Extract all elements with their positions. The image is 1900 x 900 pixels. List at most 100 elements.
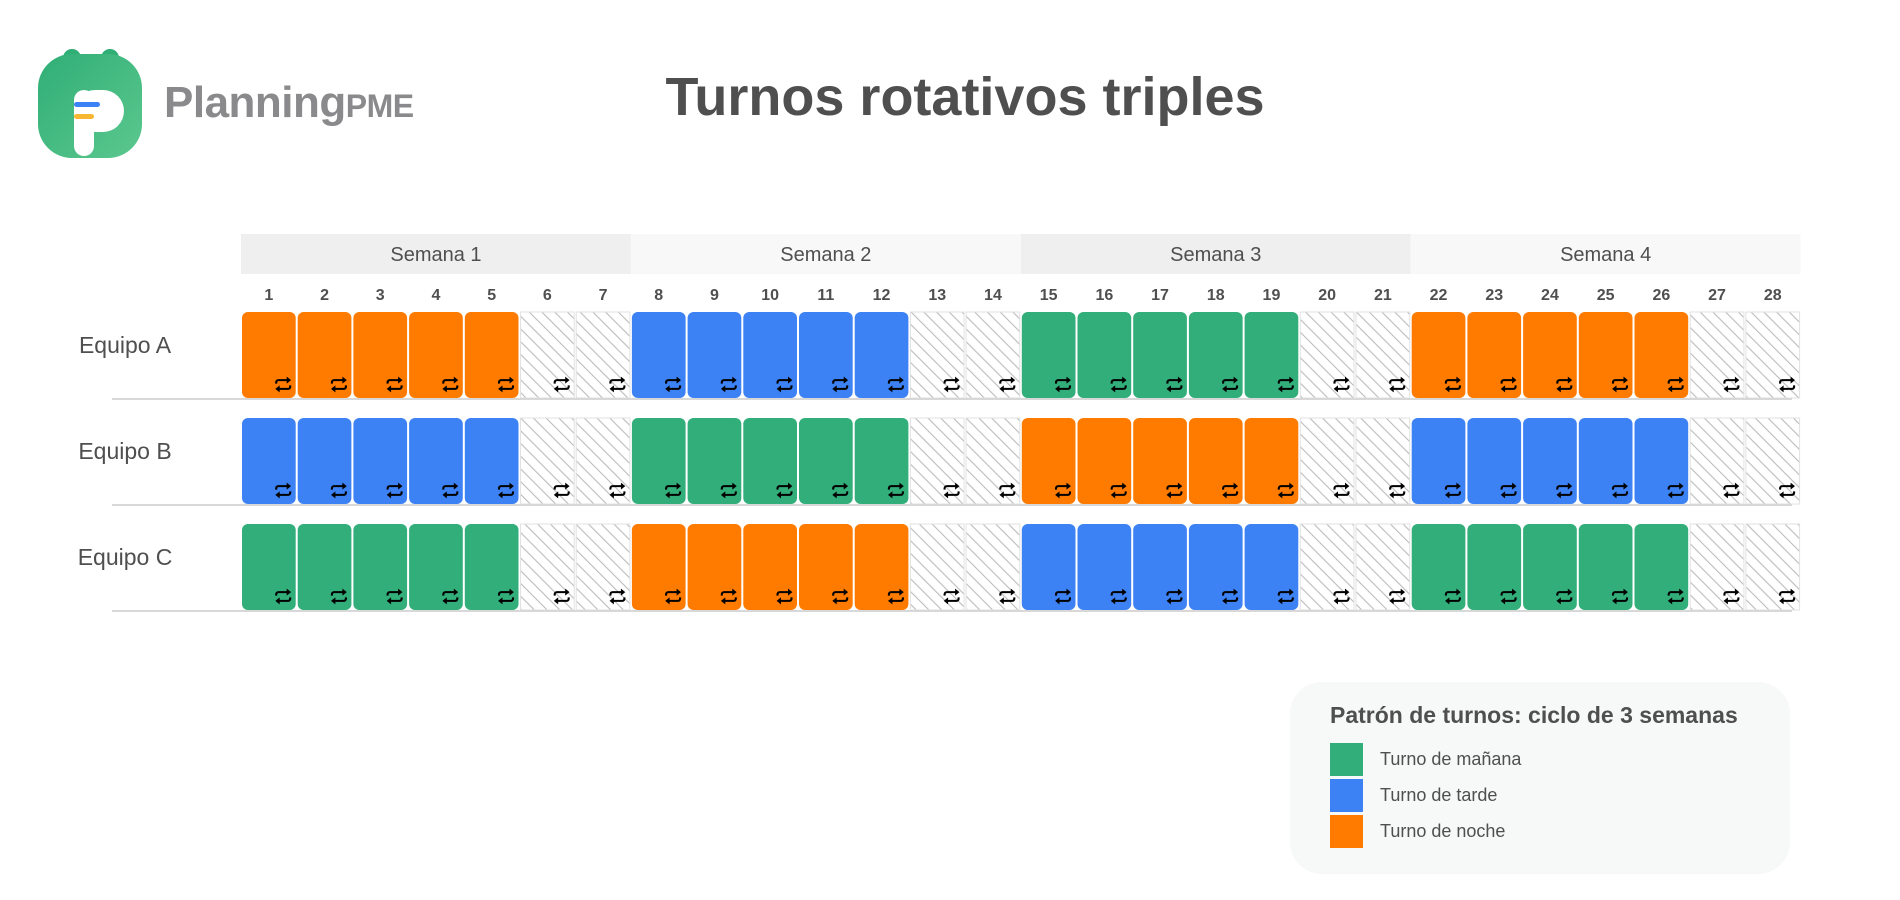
day-number: 10 [761,287,779,304]
legend-title: Patrón de turnos: ciclo de 3 semanas [1330,702,1738,728]
day-number: 8 [654,287,663,304]
shift-cell-manana [631,418,686,504]
shift-cell-noche [297,312,352,398]
shift-cell-manana [353,524,408,610]
chart-title: Turnos rotativos triples [665,67,1265,127]
shift-cell-tarde [1578,418,1633,504]
shift-cell-manana [743,418,797,504]
legend-label-noche: Turno de noche [1380,820,1506,841]
shift-cell-noche [854,524,909,610]
legend-label-manana: Turno de mañana [1380,748,1522,769]
shift-cell-manana [1467,524,1522,610]
shift-cell-manana [1523,524,1577,610]
shift-cell-libre [1745,523,1801,611]
shift-cell-manana [297,524,352,610]
shift-cell-tarde [1188,524,1243,610]
shift-cell-noche [1021,418,1076,504]
shift-cell-tarde [631,312,686,398]
day-number: 27 [1708,287,1726,304]
day-number: 1 [264,287,273,304]
shift-cell-tarde [1133,524,1187,610]
week-header-label: Semana 3 [1170,244,1261,266]
shift-cell-libre [1689,523,1745,611]
day-number: 25 [1597,287,1615,304]
shift-cell-noche [631,524,686,610]
shift-cell-manana [464,524,519,610]
shift-cell-noche [1188,418,1243,504]
legend-item-noche: Turno de noche [1330,813,1790,849]
shift-cell-noche [409,312,463,398]
week-header-bg [241,234,631,274]
shift-cell-manana [1578,524,1633,610]
shift-cell-tarde [1021,524,1076,610]
shift-cell-libre [1355,417,1411,505]
shift-cell-libre [909,311,965,399]
shift-cell-libre [1299,417,1355,505]
week-header-bg [1410,234,1801,274]
legend-swatch-manana [1330,742,1363,776]
day-number: 9 [710,287,719,304]
brand-name-suffix: PME [345,88,414,124]
day-number: 13 [928,287,946,304]
day-number: 4 [431,287,440,304]
week-header-bg [630,234,1021,274]
legend-item-tarde: Turno de tarde [1330,777,1790,813]
day-number: 14 [984,287,1002,304]
shift-cell-libre [1299,523,1355,611]
shift-cell-manana [854,418,909,504]
shift-cell-libre [1689,311,1745,399]
shift-cell-noche [242,312,296,398]
shift-cell-libre [520,417,575,505]
day-number: 3 [376,287,385,304]
shift-cell-libre [965,523,1021,611]
shift-cell-manana [242,524,296,610]
shift-cell-manana [1021,312,1076,398]
shift-cell-tarde [1523,418,1577,504]
shift-cell-manana [1188,312,1243,398]
shift-cell-libre [1355,523,1411,611]
shift-cell-tarde [464,418,519,504]
shift-cell-manana [687,418,742,504]
shift-cell-tarde [1077,524,1132,610]
day-number: 16 [1095,287,1113,304]
day-number: 21 [1374,287,1392,304]
week-header-label: Semana 4 [1560,244,1651,266]
shift-cell-libre [965,311,1021,399]
shift-cell-libre [909,523,965,611]
day-number: 28 [1764,287,1782,304]
shift-cell-tarde [409,418,463,504]
legend-swatch-tarde [1330,778,1363,812]
team-label: Equipo C [78,544,173,570]
shift-cell-tarde [799,312,853,398]
day-number: 24 [1541,287,1559,304]
day-number: 7 [599,287,608,304]
shift-cell-tarde [854,312,909,398]
team-label: Equipo A [79,332,172,358]
shift-cell-libre [575,523,631,611]
shift-cell-noche [1411,312,1466,398]
shift-cell-libre [1355,311,1411,399]
shift-cell-libre [1689,417,1745,505]
shift-cell-noche [1578,312,1633,398]
shift-cell-noche [1133,418,1187,504]
week-header-label: Semana 1 [390,244,481,266]
day-number: 18 [1207,287,1225,304]
legend-swatch-noche [1330,814,1363,848]
shift-cell-tarde [1467,418,1522,504]
legend-label-tarde: Turno de tarde [1380,784,1498,805]
shift-cell-libre [1745,311,1801,399]
day-number: 23 [1485,287,1503,304]
shift-cell-libre [965,417,1021,505]
shift-cell-libre [520,311,575,399]
shift-cell-libre [575,417,631,505]
shift-calendar-grid: Semana 1 Semana 2 Semana 3 Semana 41 2 3 4 5 6 7 8… [78,234,1801,612]
brand-name-main: Planning [164,78,346,127]
page-title: Turnos rotativos triples [0,66,1900,128]
shift-cell-noche [799,524,853,610]
shift-cell-tarde [687,312,742,398]
day-number: 19 [1263,287,1281,304]
shift-cell-tarde [297,418,352,504]
shift-cell-noche [743,524,797,610]
shift-cell-tarde [1634,418,1689,504]
day-number: 26 [1652,287,1670,304]
